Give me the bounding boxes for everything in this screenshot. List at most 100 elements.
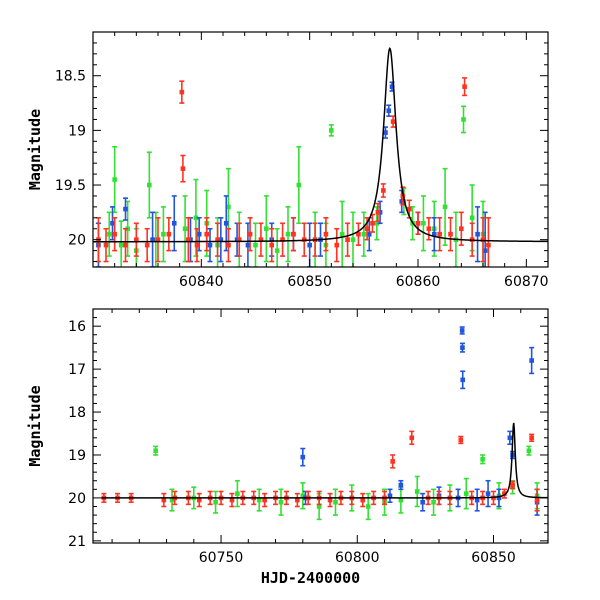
x-tick-label: 60800 [335, 550, 380, 566]
x-tick-label: 60750 [199, 550, 244, 566]
y-tick-label: 16 [68, 319, 86, 335]
data-point [496, 488, 502, 508]
data-point [480, 454, 486, 465]
data-point [398, 486, 404, 514]
data-point [501, 488, 507, 499]
data-point [526, 445, 532, 456]
data-point [345, 222, 351, 257]
series-green [153, 445, 540, 521]
data-point [534, 488, 540, 512]
plot-area [101, 326, 548, 521]
data-point [485, 217, 491, 267]
y-tick-label: 18 [68, 405, 86, 421]
data-point [482, 211, 488, 267]
data-point [247, 217, 253, 252]
data-point [229, 492, 235, 508]
data-point [166, 217, 172, 252]
data-point [386, 104, 392, 117]
data-point [448, 217, 453, 252]
data-point [179, 80, 185, 104]
data-point [390, 454, 396, 469]
data-point [194, 227, 200, 263]
data-point [123, 227, 128, 263]
y-tick-label: 19 [68, 448, 86, 464]
data-point [285, 206, 291, 263]
data-point [414, 475, 420, 508]
plot-area [93, 47, 548, 267]
data-point [218, 217, 224, 263]
data-point [234, 479, 240, 508]
data-point [529, 433, 535, 443]
data-point [415, 211, 421, 236]
data-point [204, 217, 210, 252]
data-point [112, 217, 118, 252]
data-point [144, 227, 150, 263]
x-tick-label: 60840 [179, 274, 224, 290]
data-point [215, 222, 221, 257]
data-point [334, 227, 340, 263]
data-point [296, 145, 302, 225]
data-point [361, 211, 367, 257]
data-point [462, 77, 468, 97]
data-point [420, 492, 426, 512]
data-point [459, 326, 465, 335]
data-point [459, 342, 465, 353]
data-point [332, 488, 338, 516]
data-point [458, 435, 464, 445]
plot-frame [92, 31, 549, 268]
data-point [269, 227, 275, 263]
data-point [360, 492, 366, 508]
data-point [213, 490, 219, 514]
y-tick-label: 21 [68, 534, 86, 550]
data-point [510, 480, 516, 490]
y-tick-label: 20 [68, 491, 86, 507]
data-point [207, 227, 213, 263]
series-blue [95, 81, 488, 267]
data-point [387, 488, 393, 504]
top-panel: 60840 60850 60860 60870 18.5 19 19.5 20 Magnitud… [26, 31, 549, 290]
data-point [123, 197, 128, 221]
data-point [507, 430, 513, 446]
data-point [171, 195, 177, 252]
data-point [153, 445, 159, 456]
data-point [150, 211, 156, 267]
data-point [398, 479, 404, 491]
data-point [300, 482, 306, 510]
data-point [262, 492, 268, 508]
data-point [339, 200, 345, 267]
series-red [101, 430, 540, 512]
data-point [180, 154, 186, 183]
data-point [185, 217, 191, 263]
data-point [280, 222, 286, 257]
series-green [106, 105, 486, 267]
data-point [236, 222, 242, 257]
data-point [461, 105, 466, 134]
data-point [133, 222, 139, 257]
data-point [103, 227, 109, 263]
series-blue [300, 326, 540, 516]
data-point [355, 222, 361, 246]
data-point [160, 206, 166, 263]
data-point [294, 492, 300, 508]
data-point [474, 488, 480, 512]
data-point [225, 227, 231, 263]
data-point [182, 195, 188, 263]
data-point [420, 195, 426, 252]
y-tick-label: 18.5 [55, 69, 86, 85]
x-tick-label: 60850 [287, 274, 332, 290]
data-point [409, 430, 415, 446]
data-point [161, 492, 167, 508]
y-axis-title: Magnitude [26, 109, 44, 190]
data-point [274, 227, 280, 267]
data-point [463, 477, 469, 510]
data-point [256, 488, 262, 512]
data-point [112, 145, 118, 214]
data-point [146, 151, 152, 219]
y-tick-label: 20 [68, 233, 86, 249]
data-point [106, 211, 112, 257]
data-point [485, 479, 491, 508]
model-curve [93, 47, 548, 243]
data-point [380, 183, 386, 198]
data-point [475, 206, 481, 263]
